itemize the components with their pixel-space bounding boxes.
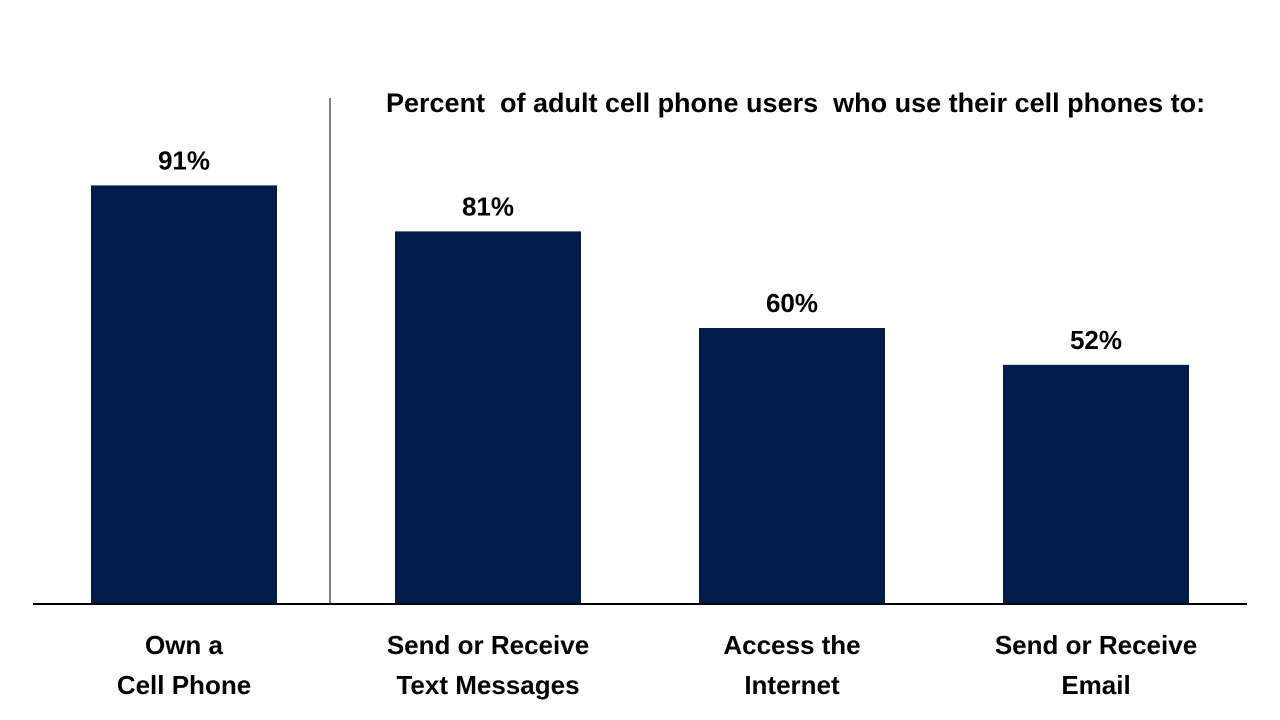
bar-text-messages: [395, 231, 581, 604]
bar-access-internet: [699, 328, 885, 604]
category-label-own-cell-phone-line-1: Own a: [145, 630, 224, 660]
category-label-own-cell-phone-line-2: Cell Phone: [117, 670, 251, 700]
category-label-access-internet-line-1: Access the: [723, 630, 860, 660]
category-label-access-internet-line-2: Internet: [744, 670, 840, 700]
bar-email: [1003, 364, 1189, 604]
data-label-own-cell-phone: 91%: [158, 145, 210, 175]
category-label-text-messages-line-1: Send or Receive: [387, 630, 589, 660]
category-label-email-line-1: Send or Receive: [995, 630, 1197, 660]
chart-title: Percent of adult cell phone users who us…: [386, 88, 1205, 118]
bars-group: 91% Own a Cell Phone 81% Send or Receive Text…: [91, 145, 1197, 700]
data-label-email: 52%: [1070, 325, 1122, 355]
category-label-text-messages-line-2: Text Messages: [396, 670, 579, 700]
category-label-email-line-2: Email: [1061, 670, 1130, 700]
data-label-text-messages: 81%: [462, 191, 514, 221]
bar-own-cell-phone: [91, 185, 277, 604]
data-label-access-internet: 60%: [766, 288, 818, 318]
